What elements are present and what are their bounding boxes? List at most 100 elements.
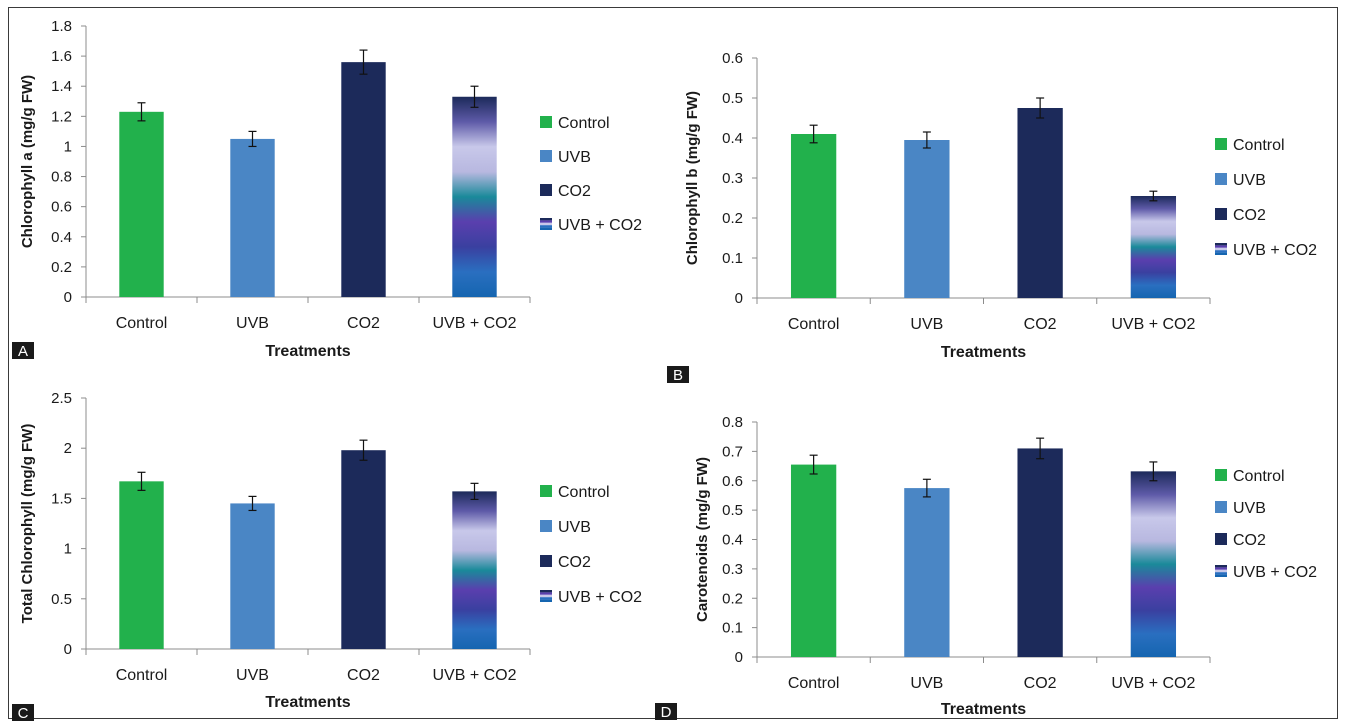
bar-co2 [341,62,386,298]
legend-swatch-band [1215,569,1227,573]
legend-swatch-band [1215,247,1227,251]
y-tick-label: 0 [64,641,72,658]
y-tick-label: 1.8 [51,18,72,35]
y-tick-label: 0.1 [722,250,743,267]
bar-uvb-co2 [452,96,497,297]
legend-label: UVB + CO2 [558,589,642,606]
y-tick-label: 0.2 [51,259,72,276]
y-tick-label: 0.2 [722,210,743,227]
x-axis-title: Treatments [941,701,1026,718]
bar-co2 [1017,108,1063,298]
bar-uvb-co2 [452,491,497,649]
panel-label: B [673,367,683,384]
legend-swatch [540,520,552,532]
legend-label: CO2 [558,183,591,200]
legend-label: Control [558,115,610,132]
x-tick-label: CO2 [347,667,380,684]
y-tick-label: 0.3 [722,561,743,578]
bar-uvb [904,488,950,657]
legend-swatch-band [540,599,552,602]
y-tick-label: 1.2 [51,108,72,125]
panel-label-badge [667,366,689,383]
x-tick-label: UVB [910,675,943,692]
x-tick-label: UVB [236,315,269,332]
legend-label: UVB [558,519,591,536]
legend-label: UVB + CO2 [558,217,642,234]
y-tick-label: 0.6 [722,50,743,67]
x-tick-label: CO2 [347,315,380,332]
y-tick-label: 1.4 [51,78,72,95]
y-tick-label: 0.4 [722,130,743,147]
y-tick-label: 0.1 [722,620,743,637]
chart-panel-a: 0 0.2 0.4 0.6 0.8 1 1.2 1.4 1.6 1.8 Control UVB CO2 U… [12,18,642,360]
bar-control [119,111,164,297]
x-tick-label: UVB [910,316,943,333]
bar-uvb [230,138,275,297]
y-tick-label: 0.4 [51,229,72,246]
y-tick-label: 0.7 [722,443,743,460]
bar-control [119,481,164,649]
legend-swatch-band [540,220,552,223]
y-tick-label: 2 [64,440,72,457]
legend-swatch-band [1215,574,1227,577]
legend-swatch [540,184,552,196]
legend-swatch-band [1215,572,1227,575]
legend-swatch-band [540,597,552,600]
legend-swatch [1215,138,1227,150]
x-tick-label: UVB + CO2 [1111,316,1195,333]
y-tick-label: 0.6 [722,473,743,490]
y-tick-label: 0 [64,289,72,306]
chart-panel-d: 0 0.1 0.2 0.3 0.4 0.5 0.6 0.7 0.8 Control UVB CO2 UV… [655,414,1317,721]
x-axis-title: Treatments [265,343,350,360]
legend-swatch [540,218,552,230]
legend-swatch [1215,565,1227,577]
legend-label: CO2 [558,554,591,571]
legend-swatch-band [540,592,552,595]
y-tick-label: 1.5 [51,490,72,507]
bar-co2 [341,450,386,649]
y-tick-label: 1.6 [51,48,72,65]
y-axis-title: Chlorophyll b (mg/g FW) [684,91,701,265]
legend-label: Control [1233,468,1285,485]
y-axis-title: Chlorophyll a (mg/g FW) [19,75,36,248]
panel-label-badge [12,704,34,721]
panel-label: C [18,705,29,721]
y-tick-label: 0.5 [722,90,743,107]
legend-swatch [540,150,552,162]
y-tick-label: 1 [64,138,72,155]
x-axis-title: Treatments [265,694,350,711]
legend-swatch [1215,533,1227,545]
legend-swatch [540,485,552,497]
legend-swatch [1215,243,1227,255]
bar-control [790,464,837,657]
x-tick-label: Control [788,316,840,333]
legend-swatch-band [540,594,552,598]
y-tick-label: 0 [735,290,743,307]
legend-swatch-band [540,590,552,593]
y-tick-label: 0 [735,649,743,666]
chart-panel-b: 0 0.1 0.2 0.3 0.4 0.5 0.6 Control UVB CO2 UVB + CO… [667,50,1317,384]
x-tick-label: CO2 [1024,316,1057,333]
legend-swatch-band [1215,567,1227,570]
bar-co2 [1017,448,1063,657]
legend-swatch [1215,469,1227,481]
legend-swatch-band [1215,252,1227,255]
legend-label: Control [1233,137,1285,154]
legend-swatch [540,555,552,567]
bar-uvb [904,140,950,298]
legend-swatch-band [540,227,552,230]
legend-swatch-band [540,222,552,226]
y-tick-label: 0.6 [51,199,72,216]
x-axis-title: Treatments [941,344,1026,361]
chart-panel-c: 0 0.5 1 1.5 2 2.5 Control UVB CO2 UVB + CO2 Treatm… [12,390,642,721]
legend-swatch [540,590,552,602]
legend-swatch [1215,501,1227,513]
y-tick-label: 2.5 [51,390,72,407]
legend-label: UVB [558,149,591,166]
panel-label-badge [655,703,677,720]
y-tick-label: 0.8 [51,169,72,186]
y-tick-label: 0.4 [722,532,743,549]
y-axis-title: Carotenoids (mg/g FW) [694,457,711,622]
panel-label: A [18,343,28,360]
